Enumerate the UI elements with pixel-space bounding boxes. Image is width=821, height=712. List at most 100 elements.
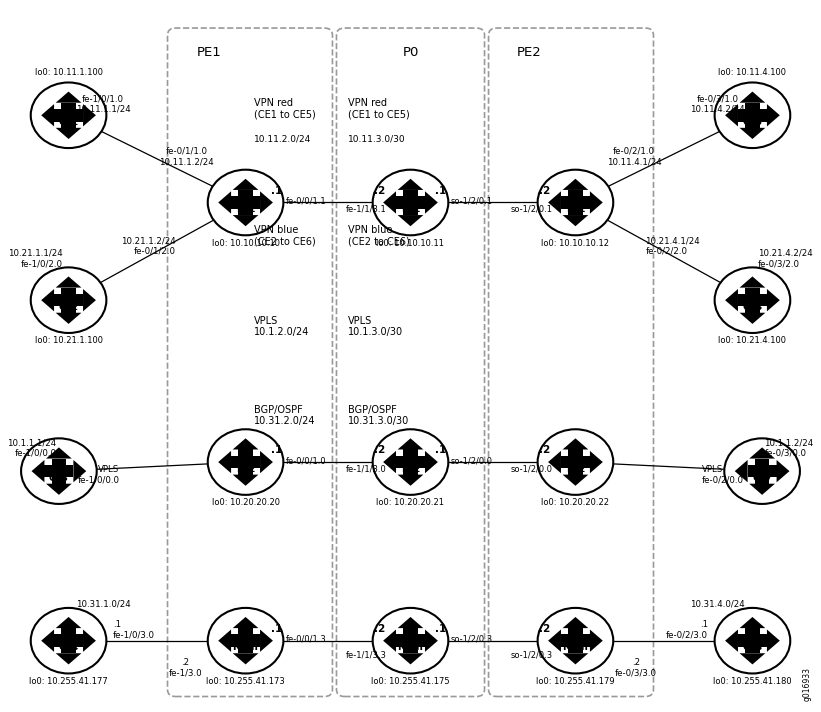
Polygon shape: [590, 192, 603, 214]
Polygon shape: [725, 629, 738, 652]
Polygon shape: [41, 289, 54, 311]
Text: lo0: 10.255.41.179: lo0: 10.255.41.179: [536, 677, 615, 686]
Circle shape: [30, 83, 107, 148]
Text: so-1/2/0.1: so-1/2/0.1: [451, 197, 493, 206]
Text: fe-1/1/3.0: fe-1/1/3.0: [346, 464, 387, 473]
Text: lo0: 10.255.41.173: lo0: 10.255.41.173: [206, 677, 285, 686]
Polygon shape: [410, 456, 425, 468]
Text: 10.1.1.1/24
fe-1/0/0.0: 10.1.1.1/24 fe-1/0/0.0: [7, 439, 57, 458]
Polygon shape: [62, 288, 76, 300]
Polygon shape: [232, 653, 259, 664]
Polygon shape: [568, 462, 583, 475]
Polygon shape: [397, 617, 424, 628]
Polygon shape: [232, 215, 259, 226]
Text: fe-0/0/1.0: fe-0/0/1.0: [286, 456, 327, 465]
Polygon shape: [397, 215, 424, 226]
Text: .1: .1: [435, 445, 447, 455]
Polygon shape: [245, 197, 260, 209]
Polygon shape: [62, 641, 76, 653]
Polygon shape: [218, 629, 231, 652]
Polygon shape: [41, 629, 54, 652]
Text: lo0: 10.255.41.177: lo0: 10.255.41.177: [30, 677, 108, 686]
Text: CE2: CE2: [58, 303, 79, 312]
Polygon shape: [403, 190, 418, 202]
Text: CE5: CE5: [742, 117, 763, 127]
Text: LS2: LS2: [401, 464, 420, 473]
Text: .1
fe-1/0/3.0: .1 fe-1/0/3.0: [112, 620, 155, 639]
Text: 10.11.2.0/24: 10.11.2.0/24: [254, 134, 311, 143]
Polygon shape: [238, 628, 253, 641]
Text: fe-1/0/1.0
10.11.1.1/24: fe-1/0/1.0 10.11.1.1/24: [76, 95, 131, 114]
Polygon shape: [238, 202, 253, 215]
Polygon shape: [403, 462, 418, 475]
Text: LS1: LS1: [236, 205, 255, 214]
Polygon shape: [562, 215, 589, 226]
Polygon shape: [576, 634, 590, 647]
Polygon shape: [745, 103, 759, 115]
Polygon shape: [562, 439, 589, 449]
Text: lo0: 10.10.10.10: lo0: 10.10.10.10: [212, 239, 280, 248]
Text: .2: .2: [374, 186, 386, 196]
Polygon shape: [740, 128, 765, 139]
Text: g016933: g016933: [802, 667, 811, 701]
Polygon shape: [231, 456, 245, 468]
Polygon shape: [725, 104, 738, 127]
Polygon shape: [397, 179, 424, 190]
Polygon shape: [56, 92, 81, 103]
Polygon shape: [725, 289, 738, 311]
Text: 10.21.1.2/24
fe-0/1/2.0: 10.21.1.2/24 fe-0/1/2.0: [121, 236, 176, 256]
Polygon shape: [762, 465, 777, 478]
Text: PE1: PE1: [197, 46, 222, 59]
Text: .1: .1: [435, 624, 447, 634]
Text: so-1/2/0.0: so-1/2/0.0: [511, 464, 553, 473]
Polygon shape: [56, 128, 81, 139]
Polygon shape: [740, 276, 765, 288]
Text: fe-0/2/1.0
10.11.4.1/24: fe-0/2/1.0 10.11.4.1/24: [607, 147, 662, 166]
Text: lo0: 10.11.1.100: lo0: 10.11.1.100: [34, 68, 103, 77]
Text: LS2: LS2: [566, 464, 585, 473]
Polygon shape: [750, 447, 775, 459]
Polygon shape: [54, 634, 68, 647]
Polygon shape: [562, 653, 589, 664]
Text: BGP/OSPF
10.31.2.0/24: BGP/OSPF 10.31.2.0/24: [254, 405, 315, 426]
Text: Main: Main: [232, 643, 259, 652]
Circle shape: [538, 169, 613, 235]
Polygon shape: [54, 109, 68, 122]
Polygon shape: [52, 459, 67, 471]
Polygon shape: [83, 629, 96, 652]
Text: .2: .2: [539, 186, 551, 196]
Text: .2: .2: [374, 624, 386, 634]
Polygon shape: [46, 483, 71, 495]
Polygon shape: [754, 459, 769, 471]
Text: VPN red
(CE1 to CE5): VPN red (CE1 to CE5): [348, 98, 410, 120]
Circle shape: [714, 608, 791, 674]
Text: lo0: 10.10.10.11: lo0: 10.10.10.11: [377, 239, 444, 248]
Polygon shape: [748, 465, 762, 478]
Text: 10.11.3.0/30: 10.11.3.0/30: [348, 134, 406, 143]
Polygon shape: [561, 456, 576, 468]
Circle shape: [30, 268, 107, 333]
Polygon shape: [68, 294, 83, 306]
Polygon shape: [232, 475, 259, 486]
Polygon shape: [568, 202, 583, 215]
Polygon shape: [56, 617, 81, 628]
Polygon shape: [245, 634, 260, 647]
Polygon shape: [403, 449, 418, 462]
Circle shape: [21, 439, 97, 504]
Polygon shape: [740, 92, 765, 103]
Polygon shape: [44, 465, 59, 478]
Text: LS1: LS1: [566, 205, 585, 214]
Polygon shape: [396, 197, 410, 209]
Polygon shape: [548, 451, 561, 473]
Text: LS2: LS2: [236, 464, 255, 473]
Polygon shape: [425, 629, 438, 652]
Polygon shape: [56, 653, 81, 664]
Text: lo0: 10.11.4.100: lo0: 10.11.4.100: [718, 68, 787, 77]
Polygon shape: [41, 104, 54, 127]
Text: VPN blue
(CE2 to CE6): VPN blue (CE2 to CE6): [254, 225, 315, 246]
Text: 10.31.1.0/24: 10.31.1.0/24: [76, 600, 131, 609]
Polygon shape: [777, 460, 790, 482]
Polygon shape: [383, 451, 396, 473]
Polygon shape: [767, 289, 780, 311]
Text: lo0: 10.21.4.100: lo0: 10.21.4.100: [718, 337, 787, 345]
